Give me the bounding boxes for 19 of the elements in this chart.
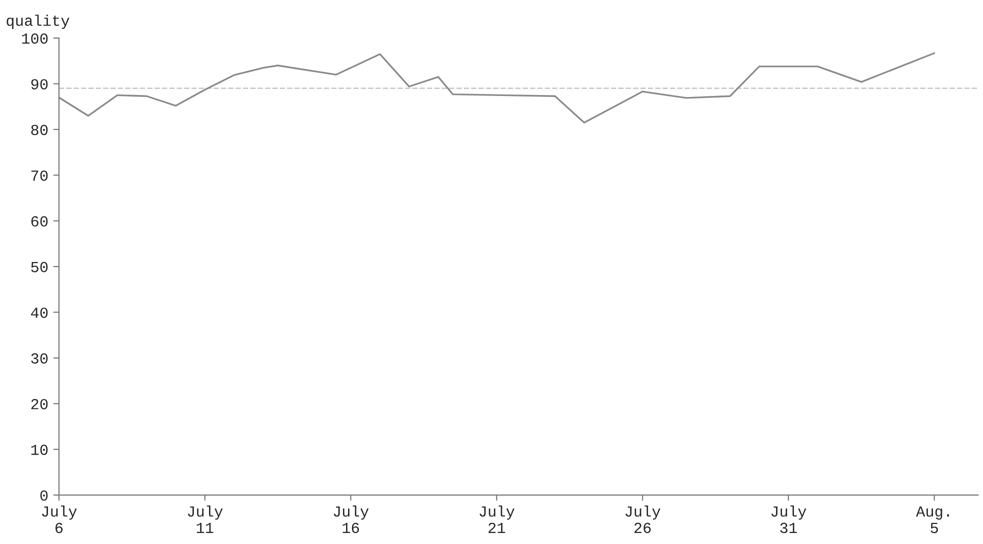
y-tick-label: 0 — [40, 490, 48, 501]
x-tick-label: July 6 — [42, 505, 77, 534]
y-axis-title: quality — [6, 14, 70, 29]
y-tick-label: 20 — [31, 398, 48, 410]
x-tick-label: July 11 — [188, 505, 223, 533]
y-tick-label: 70 — [31, 170, 48, 181]
y-tick-label: 90 — [31, 79, 48, 90]
x-tick-label: Aug. 5 — [916, 506, 949, 534]
x-tick-label: July 26 — [626, 505, 660, 534]
x-tick-label: July 31 — [771, 505, 806, 534]
y-tick-label: 80 — [31, 124, 48, 136]
y-tick-label: 100 — [22, 33, 48, 44]
y-tick-label: 60 — [31, 216, 48, 227]
x-tick-label: July 21 — [480, 505, 514, 533]
y-tick-label: 40 — [30, 308, 48, 318]
y-tick-label: 50 — [31, 262, 48, 272]
y-tick-label: 10 — [31, 444, 48, 456]
x-tick-label: July 16 — [334, 505, 369, 534]
y-tick-label: 30 — [31, 353, 48, 364]
